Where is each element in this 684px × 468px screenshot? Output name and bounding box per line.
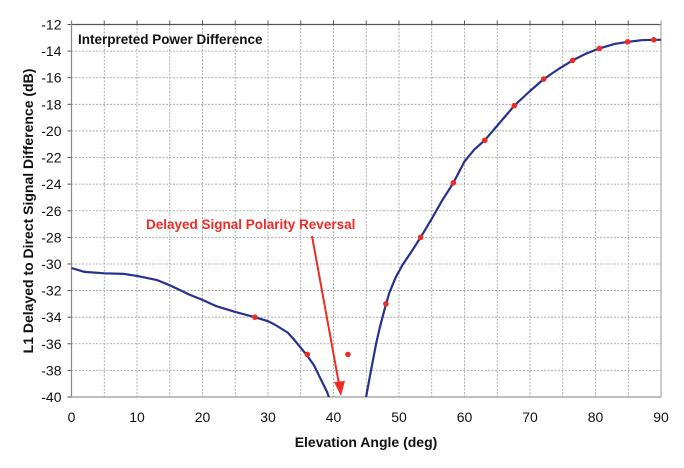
y-tick-label: -18	[41, 96, 61, 112]
y-tick-label: -12	[41, 17, 61, 33]
y-tick-label: -32	[41, 283, 61, 299]
x-tick-label: 60	[457, 409, 473, 425]
y-tick-label: -14	[41, 43, 61, 59]
x-tick-label: 0	[68, 409, 76, 425]
annotation-arrow-shaft	[311, 235, 340, 385]
grid	[71, 24, 661, 397]
x-tick-label: 50	[391, 409, 407, 425]
y-axis-label: L1 Delayed to Direct Signal Difference (…	[20, 69, 36, 354]
y-tick-labels: -12 -14 -16 -18 -20 -22 -24 -26 -28 -30 -32 -34 -36 -…	[41, 17, 61, 406]
y-tick-label: -22	[41, 150, 61, 166]
data-point	[450, 180, 457, 186]
x-tick-label: 80	[588, 409, 604, 425]
measured-points	[252, 36, 657, 358]
model-curve-low	[71, 266, 330, 397]
y-tick-label: -26	[41, 203, 61, 219]
model-curve-high	[364, 38, 661, 397]
data-point	[624, 38, 631, 45]
x-tick-label: 20	[195, 409, 211, 425]
x-tick-label: 10	[129, 409, 145, 425]
data-point	[596, 45, 603, 52]
y-tick-label: -20	[41, 123, 61, 139]
y-tick-label: -24	[41, 176, 61, 192]
data-point	[650, 36, 657, 43]
y-tick-label: -40	[41, 389, 61, 405]
data-point	[252, 314, 258, 320]
annotation-label: Delayed Signal Polarity Reversal	[146, 217, 355, 232]
y-tick-label: -36	[41, 336, 61, 352]
chart-title: Interpreted Power Difference	[78, 32, 263, 47]
data-point	[511, 102, 518, 109]
annotation-arrowhead	[334, 381, 345, 396]
data-point	[417, 234, 424, 241]
y-tick-label: -34	[41, 309, 61, 325]
x-tick-labels: 0 10 20 30 40 50 60 70 80 90	[68, 409, 669, 425]
x-axis-label: Elevation Angle (deg)	[295, 434, 438, 450]
data-point	[304, 351, 311, 358]
axes	[67, 20, 662, 398]
x-tick-label: 40	[326, 409, 342, 425]
x-tick-label: 30	[260, 409, 276, 425]
y-tick-label: -16	[41, 70, 61, 86]
data-point	[569, 57, 576, 64]
y-tick-label: -28	[41, 229, 61, 245]
y-tick-label: -38	[41, 362, 61, 378]
data-point	[482, 137, 488, 144]
data-point	[345, 351, 351, 358]
data-point	[383, 301, 389, 307]
x-tick-label: 70	[522, 409, 538, 425]
x-tick-label: 90	[653, 409, 669, 425]
y-tick-label: -30	[41, 256, 61, 272]
data-point	[540, 76, 547, 82]
